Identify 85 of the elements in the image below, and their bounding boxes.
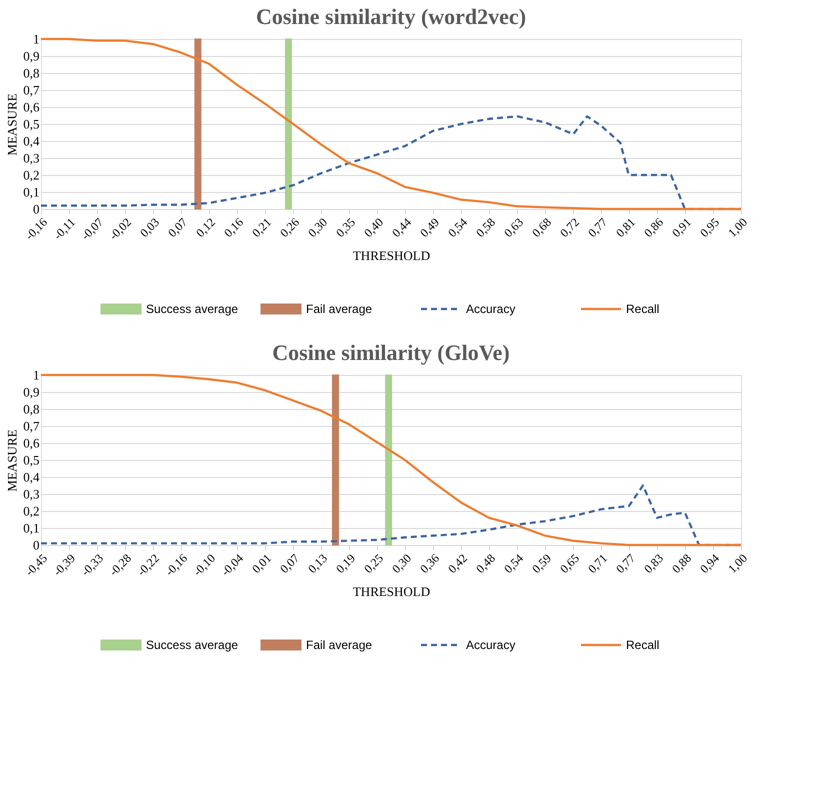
legend-label: Success average xyxy=(146,302,238,316)
y-tick-label: 0 xyxy=(33,202,40,216)
y-tick-label: 0,7 xyxy=(23,82,40,98)
legend-label: Success average xyxy=(146,638,238,652)
y-tick-label: 1 xyxy=(33,368,40,382)
x-tick-label: 0,77 xyxy=(585,215,610,240)
x-tick-label: 0,54 xyxy=(445,215,470,240)
x-tick-label: 1,00 xyxy=(725,215,750,240)
x-tick-label: -0,39 xyxy=(50,551,78,579)
x-tick-label: 0,94 xyxy=(697,551,722,576)
line-series xyxy=(40,374,742,546)
y-axis-title: MEASURE xyxy=(4,93,20,156)
x-tick-label: 0,54 xyxy=(501,551,526,576)
y-tick-label: 0,2 xyxy=(23,168,40,182)
x-tick-label: 0,77 xyxy=(613,551,638,576)
y-tick-label: 0,5 xyxy=(23,116,40,132)
legend-label: Fail average xyxy=(306,302,372,316)
x-tick-label: 0,25 xyxy=(361,551,386,576)
x-tick-label: 0,44 xyxy=(389,215,414,240)
x-tick-label: 0,35 xyxy=(333,215,358,240)
x-tick-label: 0,01 xyxy=(249,551,274,576)
y-tick-label: 0 xyxy=(33,538,40,552)
x-tick-label: 0,63 xyxy=(501,215,526,240)
y-tick-label: 0,8 xyxy=(23,66,40,80)
legend-label: Fail average xyxy=(306,638,372,652)
x-tick-label: 0,88 xyxy=(669,551,694,576)
legend-label: Accuracy xyxy=(466,638,516,652)
legend-label: Recall xyxy=(626,302,660,316)
y-tick-label: 0,6 xyxy=(23,436,40,450)
x-tick-label: -0,22 xyxy=(134,551,162,579)
x-tick-label: 0,19 xyxy=(333,551,358,576)
x-tick-label: 1,00 xyxy=(725,551,750,576)
x-tick-label: -0,02 xyxy=(106,215,134,243)
y-tick-label: 0,2 xyxy=(23,504,40,518)
legend-label: Accuracy xyxy=(466,302,516,316)
legend-label: Recall xyxy=(626,638,660,652)
x-tick-label: 0,59 xyxy=(529,551,554,576)
x-axis-title: THRESHOLD xyxy=(352,584,430,599)
x-tick-label: 0,36 xyxy=(417,551,442,576)
y-tick-label: 0,1 xyxy=(23,520,40,536)
chart-title: Cosine similarity (word2vec) xyxy=(256,4,526,29)
x-axis-title: THRESHOLD xyxy=(352,248,430,263)
x-tick-label: 0,30 xyxy=(305,215,330,240)
x-tick-label: 0,86 xyxy=(641,215,666,240)
chart-title: Cosine similarity (GloVe) xyxy=(272,340,510,365)
y-tick-label: 0,4 xyxy=(23,134,40,148)
x-tick-label: 0,40 xyxy=(361,215,386,240)
x-tick-label: 0,30 xyxy=(389,551,414,576)
x-tick-label: 0,83 xyxy=(641,551,666,576)
x-tick-label: 0,49 xyxy=(417,215,442,240)
line-series xyxy=(40,38,742,210)
x-tick-label: 0,07 xyxy=(165,215,190,240)
x-tick-label: 0,13 xyxy=(305,551,330,576)
x-tick-label: 0,65 xyxy=(557,551,582,576)
x-tick-label: 0,58 xyxy=(473,215,498,240)
x-tick-label: 0,03 xyxy=(137,215,162,240)
x-tick-label: -0,28 xyxy=(106,551,134,579)
y-axis-title: MEASURE xyxy=(4,429,20,492)
x-tick-label: 0,16 xyxy=(221,215,246,240)
x-tick-label: 0,21 xyxy=(249,215,274,240)
x-tick-label: -0,33 xyxy=(78,551,106,579)
y-tick-label: 0,4 xyxy=(23,470,40,484)
y-tick-label: 1 xyxy=(33,32,40,46)
y-tick-label: 0,8 xyxy=(23,402,40,416)
x-tick-label: 0,12 xyxy=(193,215,218,240)
x-tick-label: -0,10 xyxy=(190,551,218,579)
x-tick-label: 0,68 xyxy=(529,215,554,240)
x-tick-label: 0,72 xyxy=(557,215,582,240)
y-tick-label: 0,3 xyxy=(23,486,40,502)
y-tick-label: 0,5 xyxy=(23,452,40,468)
x-tick-label: 0,48 xyxy=(473,551,498,576)
y-tick-label: 0,7 xyxy=(23,418,40,434)
x-tick-label: 0,71 xyxy=(585,551,610,576)
x-tick-label: 0,91 xyxy=(669,215,694,240)
y-tick-label: 0,1 xyxy=(23,184,40,200)
y-tick-label: 0,9 xyxy=(23,384,40,400)
x-tick-label: 0,81 xyxy=(613,215,638,240)
y-tick-label: 0,6 xyxy=(23,100,40,114)
x-tick-label: 0,95 xyxy=(697,215,722,240)
x-tick-label: 0,26 xyxy=(277,215,302,240)
y-tick-label: 0,3 xyxy=(23,150,40,166)
x-tick-label: -0,11 xyxy=(50,215,78,242)
y-tick-label: 0,9 xyxy=(23,48,40,64)
x-tick-label: 0,07 xyxy=(277,551,302,576)
x-tick-label: 0,42 xyxy=(445,551,470,576)
